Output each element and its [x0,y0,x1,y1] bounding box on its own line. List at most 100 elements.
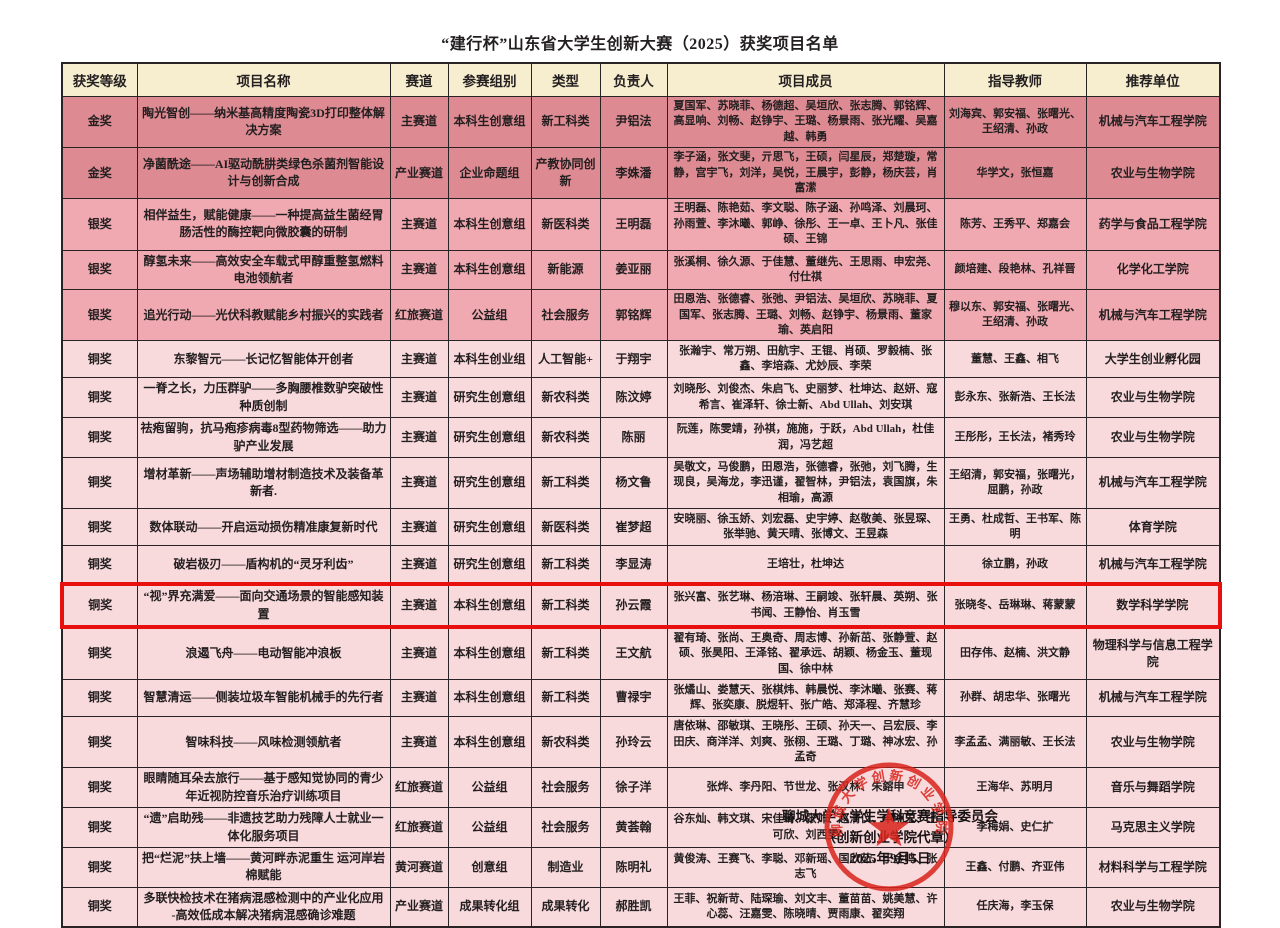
cell-project: 净菌酰途——AI驱动酰肼类绿色杀菌剂智能设计与创新合成 [136,147,391,200]
cell-members: 安晓丽、徐玉娇、刘宏磊、史宇婷、赵敬美、张昱琛、张举驰、黄天晴、张博文、王昱森 [666,508,945,547]
cell-project: 相伴益生，赋能健康——一种提高益生菌经胃肠活性的酶控靶向微胶囊的研制 [136,198,391,251]
cell-type: 新农科类 [530,417,601,459]
awards-table: 获奖等级 项目名称 赛道 参赛组别 类型 负责人 项目成员 指导教师 推荐单位 金奖 陶光智创——… [60,62,1222,928]
cell-project: 把“烂泥”扶上墙——黄河畔赤泥重生 运河岸岩棉赋能 [136,846,391,888]
table-row: 银奖 醇氢未来——高效安全车载式甲醇重整氢燃料电池领航者 主赛道 本科生创意组 新能源姜… [61,249,1221,291]
cell-members: 王菲、祝新苛、陆琛瑜、刘文丰、董苗苗、姚美慧、许心蕊、汪嘉雯、陈晓晴、贾雨康、翟… [666,886,945,928]
cell-advisors: 刘海宾、郭安福、张曙光、王绍清、孙政 [943,95,1087,149]
cell-award: 银奖 [61,198,138,251]
cell-leader: 陈明礼 [599,846,668,888]
cell-award: 铜奖 [61,679,138,718]
cell-award: 铜奖 [61,626,138,681]
cell-project: 东黎智元——长记忆智能体开创者 [136,340,391,379]
cell-members: 张溪桐、徐久源、于佳慧、董继先、王思雨、申宏尧、付仕祺 [666,249,945,291]
awards-table-container: 获奖等级 项目名称 赛道 参赛组别 类型 负责人 项目成员 指导教师 推荐单位 金奖 陶光智创——… [60,62,1222,928]
cell-type: 社会服务 [530,807,601,848]
table-row: 铜奖 祛疱留驹，抗马疱疹病毒8型药物筛选——助力驴产业发展 主赛道 研究生创意组 新农科… [61,417,1221,459]
cell-group: 企业命题组 [447,147,532,200]
cell-award: 铜奖 [61,886,138,928]
cell-project: 增材革新——声场辅助增材制造技术及装备革新者. [136,457,391,510]
cell-advisors: 张晓冬、岳琳琳、蒋蒙蒙 [943,582,1087,629]
cell-advisors: 田存伟、赵楠、洪文静 [943,626,1087,681]
cell-members: 张燏山、娄慧天、张棋炜、韩晨悦、李沐曦、张赛、蒋辉、张奕康、脱煜轩、张广皓、郑泽… [666,679,945,718]
table-row: 铜奖 数体联动——开启运动损伤精准康复新时代 主赛道 研究生创意组 新医科类 崔梦超 安晓丽… [61,508,1221,547]
cell-members: 唐依琳、邵敏琪、王晓彤、王硕、孙天一、吕宏辰、李田庆、商洋洋、刘爽、张栩、王璐、… [666,716,945,769]
cell-leader: 徐子洋 [599,767,668,809]
cell-project: 浪遏飞舟——电动智能冲浪板 [136,626,391,681]
cell-unit: 药学与食品工程学院 [1085,198,1221,251]
cell-members: 阮莲，陈雯靖，孙祺，施施，于跃，Abd Ullah，杜佳润，冯艺超 [666,417,945,459]
cell-unit: 农业与生物学院 [1085,147,1221,200]
cell-track: 主赛道 [389,626,449,681]
cell-leader: 郝胜凯 [599,886,668,928]
cell-unit: 农业与生物学院 [1085,417,1221,459]
cell-unit: 马克思主义学院 [1085,807,1221,848]
cell-track: 主赛道 [389,508,449,547]
cell-track: 产业赛道 [389,147,449,200]
cell-leader: 黄荟翰 [599,807,668,848]
cell-project: 破岩极刃——盾构机的“灵牙利齿” [136,545,391,585]
cell-project: 追光行动——光伏科教赋能乡村振兴的实践者 [136,289,391,342]
cell-group: 研究生创意组 [447,377,532,419]
cell-type: 社会服务 [530,289,601,342]
table-row: 铜奖 增材革新——声场辅助增材制造技术及装备革新者. 主赛道 研究生创意组 新工科类 杨文… [61,457,1221,510]
cell-leader: 崔梦超 [599,508,668,547]
cell-group: 公益组 [447,289,532,342]
cell-advisors: 陈芳、王秀平、郑嘉会 [943,198,1087,251]
cell-members: 李子涵，张文斐，亓思飞，王硕，闫星辰，郑楚璇，常静，宫宇飞，刘洋，吴悦，王晨宇，… [666,147,945,200]
table-row: 铜奖 多联快检技术在猪病混感检测中的产业化应用 -高效低成本解决猪病混感确诊难题产… [61,886,1221,928]
cell-unit: 机械与汽车工程学院 [1085,545,1221,585]
cell-track: 主赛道 [389,95,449,149]
cell-unit: 体育学院 [1085,508,1221,547]
cell-track: 主赛道 [389,545,449,585]
cell-advisors: 王海华、苏明月 [943,767,1087,809]
cell-track: 产业赛道 [389,886,449,928]
cell-project: 智味科技——风味检测领航者 [136,716,391,769]
cell-unit: 农业与生物学院 [1085,716,1221,769]
cell-group: 研究生创意组 [447,508,532,547]
cell-advisors: 王彤彤，王长法，褚秀玲 [943,417,1087,459]
cell-award: 铜奖 [61,807,138,848]
cell-group: 研究生创意组 [447,457,532,510]
cell-project: “遗”启助残——非遗技艺助力残障人士就业一体化服务项目 [136,807,391,848]
table-body: 金奖 陶光智创——纳米基高精度陶瓷3D打印整体解决方案 主赛道 本科生创意组 新工科类尹… [60,95,1222,928]
cell-group: 研究生创意组 [447,545,532,585]
cell-leader: 李姝潘 [599,147,668,200]
cell-award: 铜奖 [60,582,138,629]
cell-advisors: 董慧、王鑫、相飞 [943,340,1087,379]
cell-track: 主赛道 [389,582,449,629]
cell-track: 主赛道 [389,377,449,419]
cell-members: 夏国军、苏晓菲、杨德超、吴垣欣、张志腾、郭铭辉、高显响、刘畅、赵铮宇、王璐、杨景… [666,95,945,149]
table-row: 铜奖 破岩极刃——盾构机的“灵牙利齿” 主赛道 研究生创意组 新工科类 李显涛 王培壮，杜坤… [61,545,1221,585]
cell-leader: 杨文鲁 [599,457,668,510]
cell-track: 主赛道 [389,340,449,379]
cell-leader: 尹铝法 [599,95,668,149]
cell-unit: 数学科学学院 [1085,582,1222,629]
cell-unit: 机械与汽车工程学院 [1085,679,1221,718]
cell-members: 王培壮，杜坤达 [666,545,945,585]
cell-unit: 大学生创业孵化园 [1085,340,1221,379]
cell-leader: 孙玲云 [599,716,668,769]
cell-group: 本科生创意组 [447,626,532,681]
cell-award: 银奖 [61,249,138,291]
cell-award: 铜奖 [61,340,138,379]
cell-project: 陶光智创——纳米基高精度陶瓷3D打印整体解决方案 [136,95,391,149]
cell-type: 人工智能+ [530,340,601,379]
cell-group: 本科生创业组 [447,340,532,379]
cell-unit: 农业与生物学院 [1085,377,1221,419]
cell-group: 本科生创意组 [447,249,532,291]
header-cell-advisors: 指导教师 [943,62,1087,97]
cell-members: 田恩浩、张德睿、张弛、尹铝法、吴垣欣、苏晓菲、夏国军、张志腾、王璐、刘畅、赵铮宇… [666,289,945,342]
cell-type: 成果转化 [530,886,601,928]
cell-award: 银奖 [61,289,138,342]
cell-leader: 李显涛 [599,545,668,585]
header-cell-project: 项目名称 [136,62,391,97]
stamp-note-line: （创新创业学院代章） [822,830,958,845]
cell-group: 本科生创意组 [447,679,532,718]
table-row: 铜奖 “视”界充满爱——面向交通场景的智能感知装置 主赛道 本科生创意组 新工科类 孙云霞… [60,582,1222,629]
cell-type: 新工科类 [530,582,601,629]
cell-members: 王明磊、陈艳茹、李文聪、陈子涵、孙鸣泽、刘晨珂、孙雨萱、李沐曦、郭峥、徐彤、王一… [666,198,945,251]
cell-project: 一脊之长，力压群驴——多胸腰椎数驴突破性种质创制 [136,377,391,419]
cell-type: 新能源 [530,249,601,291]
cell-track: 红旅赛道 [389,289,449,342]
